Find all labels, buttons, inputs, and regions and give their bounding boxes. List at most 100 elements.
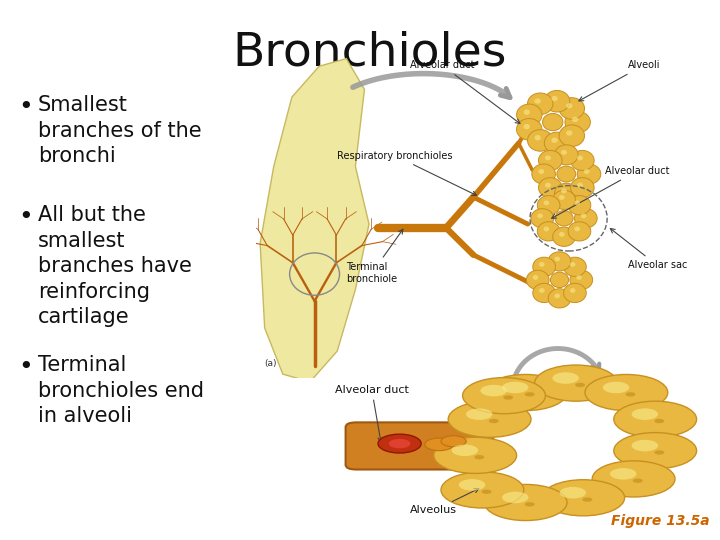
Ellipse shape xyxy=(565,111,590,133)
Ellipse shape xyxy=(528,130,553,151)
Circle shape xyxy=(448,401,531,437)
Ellipse shape xyxy=(533,257,555,276)
Ellipse shape xyxy=(548,252,571,271)
Circle shape xyxy=(603,382,629,393)
Ellipse shape xyxy=(577,183,583,187)
Ellipse shape xyxy=(544,227,549,231)
Circle shape xyxy=(441,436,467,447)
Ellipse shape xyxy=(516,119,542,140)
Circle shape xyxy=(633,478,643,483)
Ellipse shape xyxy=(544,200,549,205)
Ellipse shape xyxy=(570,270,593,289)
Ellipse shape xyxy=(539,151,562,171)
Text: Smallest
branches of the
bronchi: Smallest branches of the bronchi xyxy=(38,95,202,166)
Ellipse shape xyxy=(545,156,551,160)
Circle shape xyxy=(585,374,668,410)
Text: Bronchioles: Bronchioles xyxy=(233,30,507,75)
Ellipse shape xyxy=(555,211,573,226)
Circle shape xyxy=(466,408,492,420)
Circle shape xyxy=(592,461,675,497)
Circle shape xyxy=(451,444,478,456)
Ellipse shape xyxy=(575,208,597,228)
Ellipse shape xyxy=(545,183,551,187)
Ellipse shape xyxy=(531,208,554,228)
Ellipse shape xyxy=(561,188,567,193)
Ellipse shape xyxy=(537,195,560,215)
Ellipse shape xyxy=(523,124,530,129)
Circle shape xyxy=(525,392,535,396)
Text: Terminal
bronchiole: Terminal bronchiole xyxy=(346,230,403,284)
Circle shape xyxy=(582,497,593,502)
Text: •: • xyxy=(18,205,32,229)
Text: Alveoli: Alveoli xyxy=(579,60,660,101)
Text: All but the
smallest
branches have
reinforcing
cartilage: All but the smallest branches have reinf… xyxy=(38,205,192,327)
Ellipse shape xyxy=(537,213,543,218)
Text: Figure 13.5a: Figure 13.5a xyxy=(611,514,710,528)
Circle shape xyxy=(542,480,625,516)
Circle shape xyxy=(463,377,546,414)
Ellipse shape xyxy=(539,178,562,198)
Ellipse shape xyxy=(566,103,572,109)
Text: Alveolar duct: Alveolar duct xyxy=(335,384,409,442)
Circle shape xyxy=(502,382,528,393)
Ellipse shape xyxy=(523,110,530,115)
Ellipse shape xyxy=(564,257,586,276)
Ellipse shape xyxy=(572,117,578,122)
Ellipse shape xyxy=(532,164,555,184)
Circle shape xyxy=(480,385,507,396)
Circle shape xyxy=(482,490,492,494)
Ellipse shape xyxy=(554,183,578,203)
Ellipse shape xyxy=(570,151,594,171)
Ellipse shape xyxy=(516,104,542,126)
Ellipse shape xyxy=(576,275,582,280)
Ellipse shape xyxy=(559,98,585,119)
Ellipse shape xyxy=(528,93,553,114)
Circle shape xyxy=(626,392,636,396)
Ellipse shape xyxy=(570,288,575,293)
Ellipse shape xyxy=(570,262,575,267)
Ellipse shape xyxy=(575,227,580,231)
Circle shape xyxy=(503,395,513,400)
Ellipse shape xyxy=(581,213,586,218)
Ellipse shape xyxy=(561,150,567,155)
Ellipse shape xyxy=(552,138,558,143)
Ellipse shape xyxy=(539,288,545,293)
Text: Alveolar sac: Alveolar sac xyxy=(611,228,687,271)
Circle shape xyxy=(425,438,454,451)
Ellipse shape xyxy=(544,132,570,154)
Text: •: • xyxy=(18,95,32,119)
Text: Alveolar duct: Alveolar duct xyxy=(410,60,520,124)
Ellipse shape xyxy=(568,195,591,215)
Ellipse shape xyxy=(559,232,564,237)
Text: Alveolar duct: Alveolar duct xyxy=(552,166,670,218)
Ellipse shape xyxy=(554,256,560,261)
Circle shape xyxy=(459,479,485,491)
Circle shape xyxy=(631,440,658,451)
Ellipse shape xyxy=(551,272,569,288)
Ellipse shape xyxy=(534,98,541,104)
Ellipse shape xyxy=(544,91,570,112)
Ellipse shape xyxy=(564,284,586,302)
Circle shape xyxy=(433,437,517,474)
Circle shape xyxy=(654,450,665,455)
Ellipse shape xyxy=(557,166,576,182)
Ellipse shape xyxy=(548,289,571,308)
Ellipse shape xyxy=(552,96,558,101)
Circle shape xyxy=(474,455,485,460)
Polygon shape xyxy=(260,59,369,382)
Text: Alveolus: Alveolus xyxy=(410,489,479,516)
Circle shape xyxy=(610,468,636,480)
Circle shape xyxy=(552,372,579,384)
Ellipse shape xyxy=(533,275,539,280)
Circle shape xyxy=(489,419,499,423)
Circle shape xyxy=(631,408,658,420)
Ellipse shape xyxy=(570,178,594,198)
Circle shape xyxy=(485,374,567,410)
Circle shape xyxy=(389,439,410,448)
Ellipse shape xyxy=(584,169,590,174)
Ellipse shape xyxy=(539,262,545,267)
Circle shape xyxy=(575,383,585,387)
Ellipse shape xyxy=(554,294,560,298)
Ellipse shape xyxy=(568,222,591,241)
Text: •: • xyxy=(18,355,32,379)
